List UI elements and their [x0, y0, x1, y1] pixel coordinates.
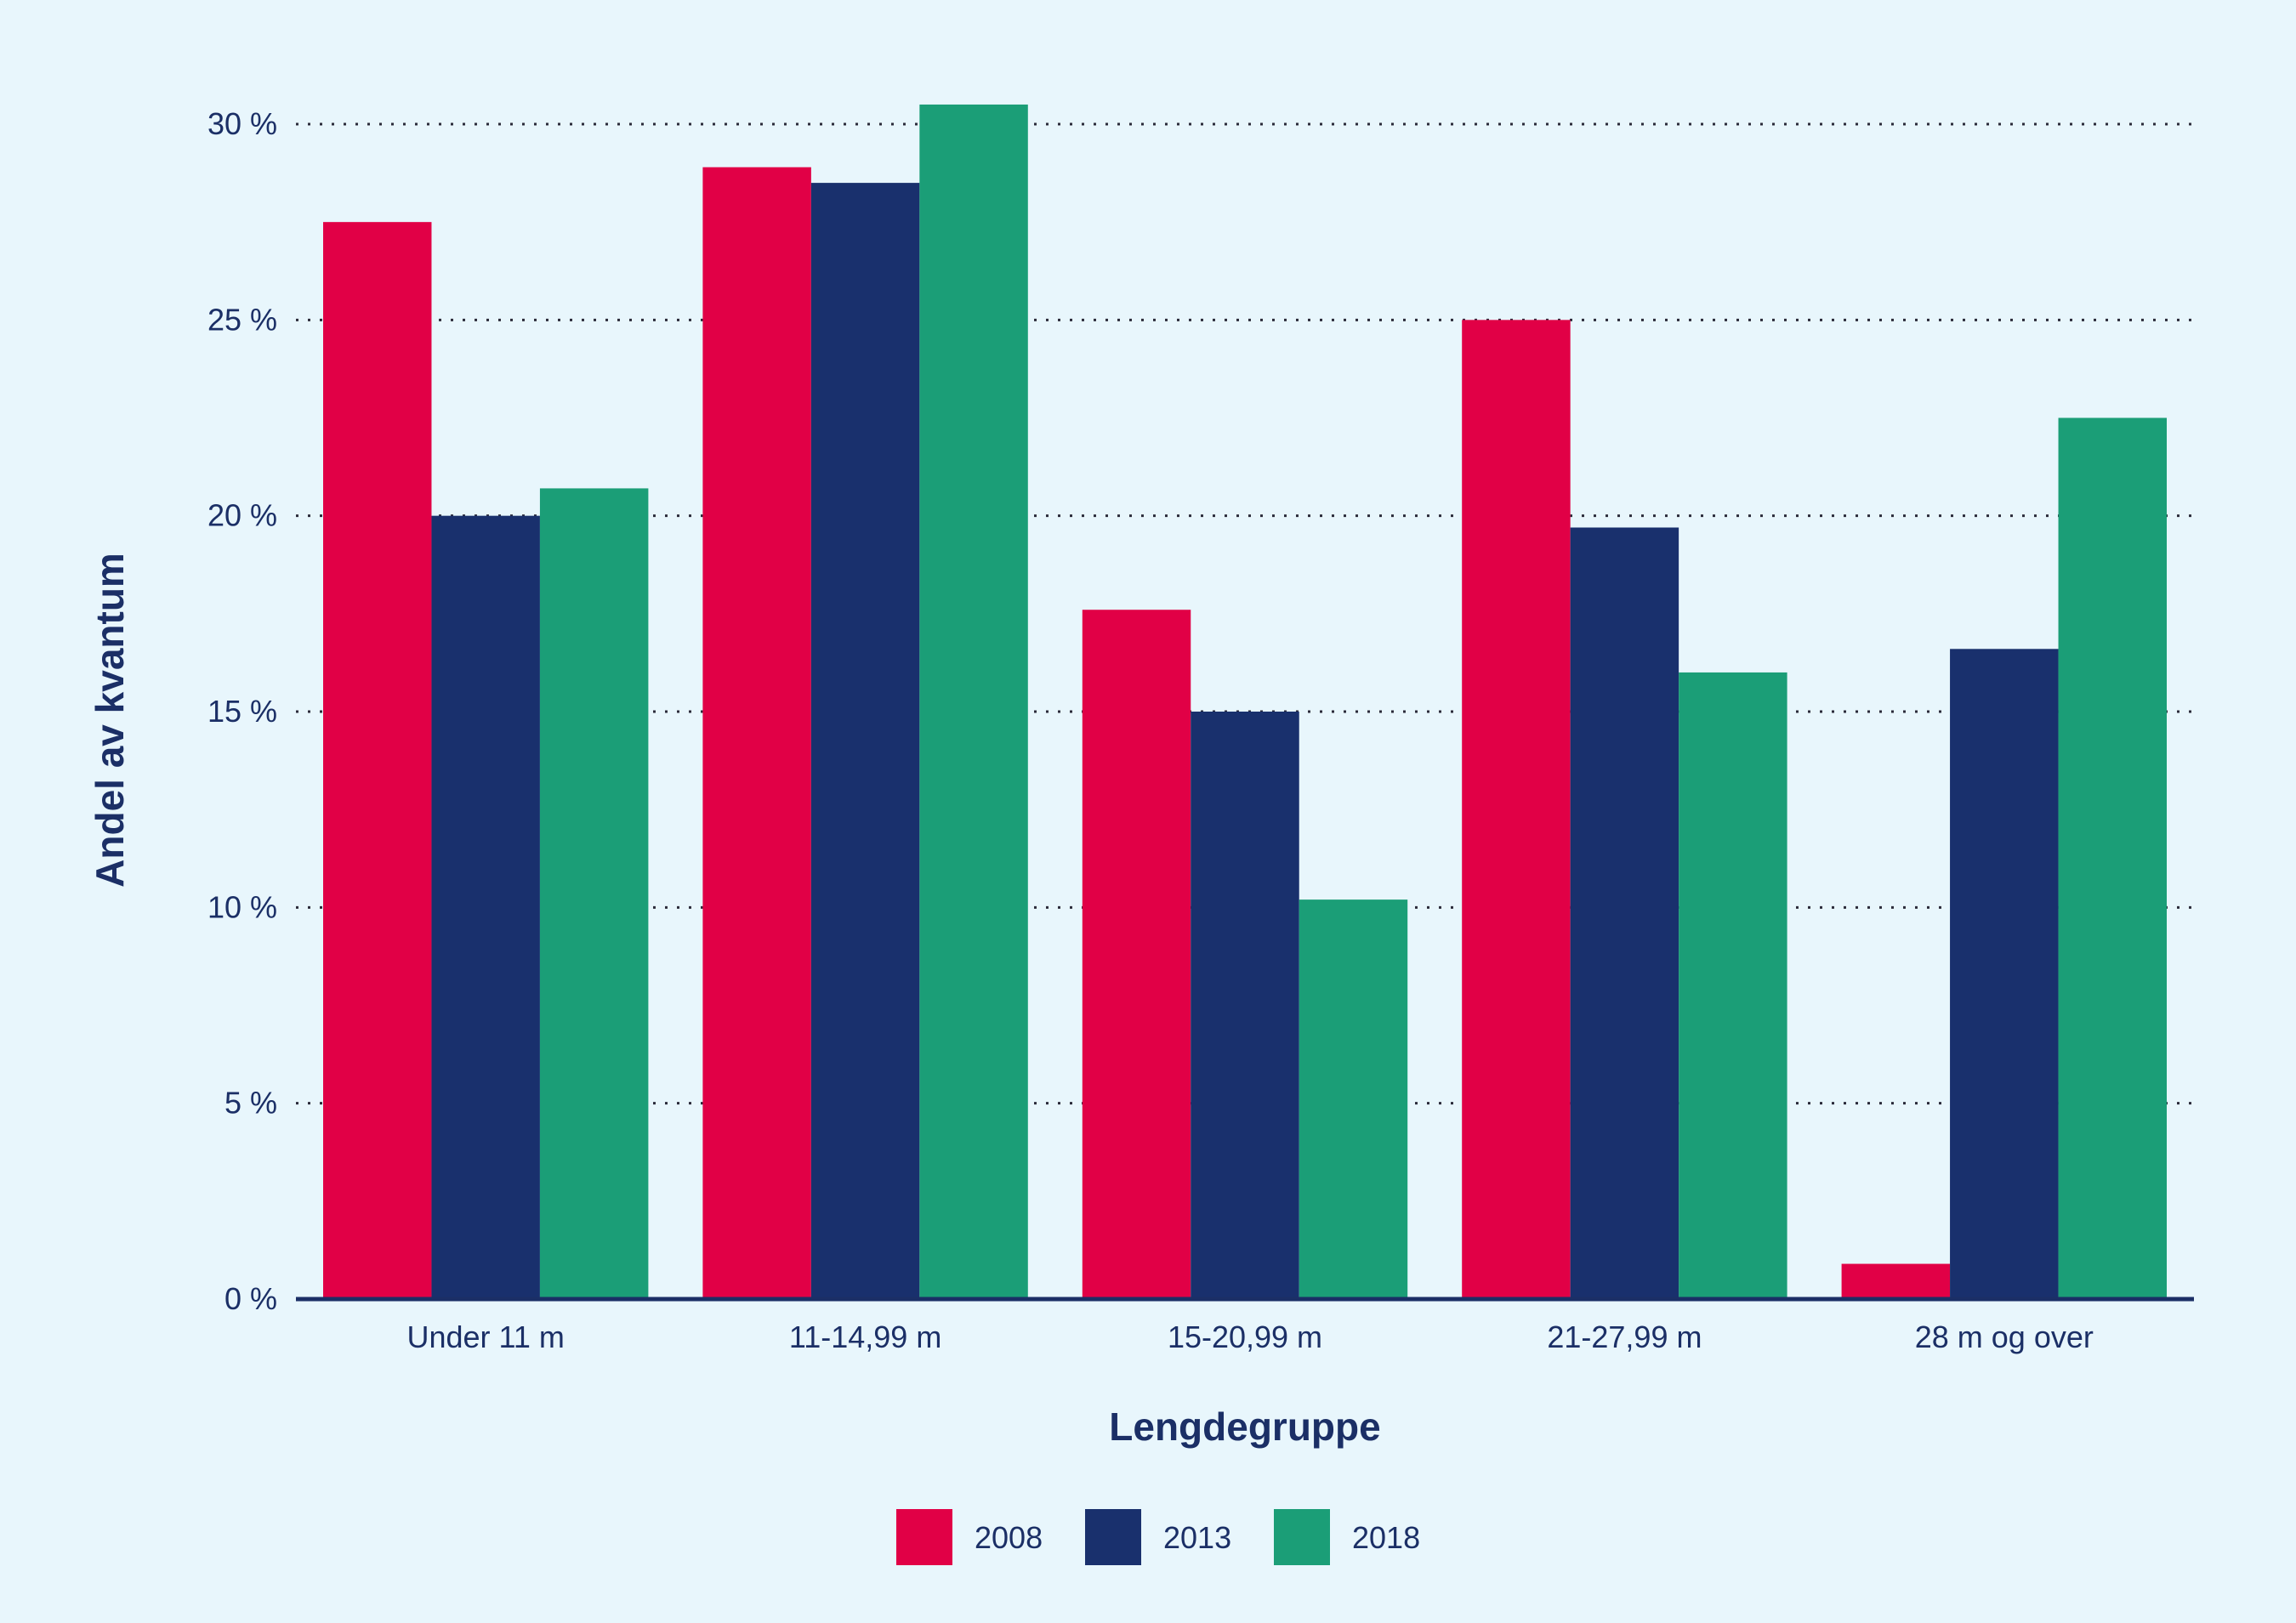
legend-label-2013: 2013 — [1163, 1520, 1231, 1555]
x-tick-label: 28 m og over — [1915, 1319, 2094, 1354]
x-axis-title: Lengdegruppe — [1109, 1405, 1380, 1449]
y-axis-title: Andel av kvantum — [88, 553, 132, 888]
y-tick-label: 30 % — [207, 106, 277, 141]
bar-2008-3 — [1082, 610, 1191, 1299]
y-tick-label: 5 % — [224, 1086, 277, 1121]
y-tick-label: 15 % — [207, 694, 277, 729]
bar-2018-2 — [919, 104, 1028, 1299]
legend: 2008 2013 2018 — [896, 1509, 1420, 1565]
bar-2018-4 — [1679, 672, 1787, 1299]
y-tick-label: 20 % — [207, 498, 277, 533]
x-tick-labels: Under 11 m 11-14,99 m 15-20,99 m 21-27,99 m… — [406, 1319, 2093, 1354]
bar-2018-1 — [539, 488, 649, 1299]
bar-2013-4 — [1570, 527, 1679, 1299]
legend-swatch-2018 — [1274, 1509, 1330, 1565]
legend-label-2018: 2018 — [1352, 1520, 1420, 1555]
y-tick-labels: 0 % 5 % 10 % 15 % 20 % 25 % 30 % — [207, 106, 277, 1316]
legend-swatch-2008 — [896, 1509, 952, 1565]
bar-2013-2 — [810, 183, 920, 1300]
bar-2013-3 — [1191, 712, 1299, 1299]
y-tick-label: 25 % — [207, 302, 277, 337]
legend-swatch-2013 — [1085, 1509, 1141, 1565]
bar-2018-5 — [2058, 417, 2167, 1299]
x-tick-label: Under 11 m — [406, 1319, 564, 1354]
y-tick-label: 10 % — [207, 889, 277, 924]
bars — [323, 104, 2167, 1300]
bar-2008-1 — [323, 222, 432, 1300]
y-tick-label: 0 % — [224, 1281, 277, 1316]
x-tick-label: 11-14,99 m — [789, 1319, 941, 1354]
x-tick-label: 15-20,99 m — [1168, 1319, 1322, 1354]
bar-2008-4 — [1462, 320, 1571, 1299]
bar-2013-5 — [1950, 649, 2059, 1299]
bar-2008-5 — [1841, 1263, 1951, 1299]
x-tick-label: 21-27,99 m — [1547, 1319, 1702, 1354]
bar-2013-1 — [431, 515, 540, 1299]
bar-2018-3 — [1299, 899, 1408, 1299]
bar-2008-2 — [702, 167, 811, 1299]
legend-label-2008: 2008 — [975, 1520, 1043, 1555]
